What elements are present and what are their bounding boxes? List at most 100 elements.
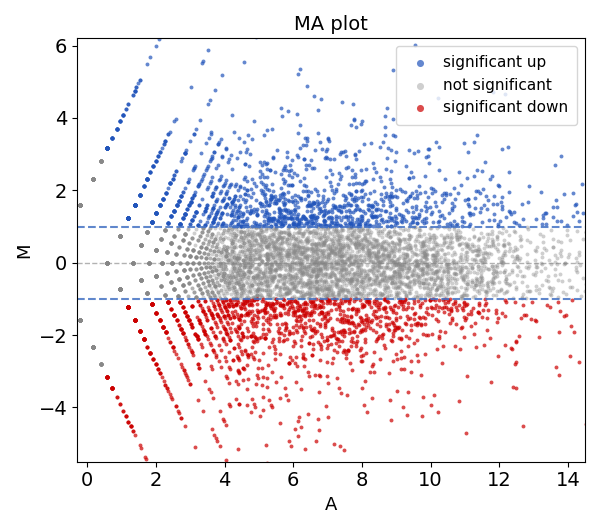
not significant bbox=[277, 241, 286, 249]
not significant bbox=[262, 264, 272, 272]
not significant bbox=[227, 278, 237, 286]
not significant bbox=[583, 287, 593, 296]
not significant bbox=[430, 238, 440, 246]
not significant bbox=[48, 259, 58, 267]
not significant bbox=[181, 230, 190, 239]
significant down bbox=[400, 353, 409, 361]
not significant bbox=[409, 275, 419, 284]
not significant bbox=[245, 237, 254, 245]
not significant bbox=[48, 259, 58, 267]
not significant bbox=[238, 272, 248, 280]
not significant bbox=[268, 262, 277, 271]
significant down bbox=[239, 317, 249, 325]
significant down bbox=[124, 303, 133, 311]
not significant bbox=[376, 271, 386, 279]
not significant bbox=[239, 267, 248, 276]
not significant bbox=[76, 201, 85, 209]
not significant bbox=[76, 201, 85, 209]
not significant bbox=[236, 284, 246, 293]
not significant bbox=[239, 239, 248, 247]
significant up bbox=[184, 201, 194, 209]
significant up bbox=[124, 214, 133, 223]
significant down bbox=[329, 331, 338, 340]
not significant bbox=[203, 277, 212, 285]
not significant bbox=[256, 241, 266, 250]
not significant bbox=[262, 260, 271, 268]
not significant bbox=[412, 245, 421, 253]
not significant bbox=[486, 249, 496, 258]
not significant bbox=[325, 243, 334, 252]
significant up bbox=[316, 207, 326, 215]
not significant bbox=[398, 226, 408, 234]
not significant bbox=[218, 272, 227, 280]
not significant bbox=[48, 259, 58, 267]
not significant bbox=[430, 242, 439, 251]
not significant bbox=[88, 175, 98, 183]
significant up bbox=[135, 190, 145, 199]
significant up bbox=[155, 148, 164, 156]
not significant bbox=[374, 278, 383, 287]
not significant bbox=[232, 253, 242, 262]
not significant bbox=[302, 280, 311, 288]
significant up bbox=[178, 188, 188, 196]
not significant bbox=[282, 260, 292, 269]
not significant bbox=[182, 244, 191, 253]
not significant bbox=[216, 276, 226, 285]
significant down bbox=[401, 332, 410, 341]
significant up bbox=[167, 212, 176, 221]
significant up bbox=[401, 162, 411, 170]
significant up bbox=[404, 174, 414, 183]
not significant bbox=[369, 248, 379, 257]
not significant bbox=[210, 282, 220, 290]
significant up bbox=[210, 213, 220, 221]
significant down bbox=[180, 333, 190, 341]
not significant bbox=[395, 243, 404, 252]
significant up bbox=[275, 190, 284, 199]
not significant bbox=[235, 253, 244, 262]
not significant bbox=[241, 263, 250, 271]
not significant bbox=[185, 252, 195, 260]
significant up bbox=[274, 208, 284, 216]
significant down bbox=[445, 320, 455, 328]
significant up bbox=[285, 208, 295, 216]
significant down bbox=[136, 444, 146, 452]
not significant bbox=[259, 235, 269, 244]
not significant bbox=[217, 269, 226, 277]
not significant bbox=[203, 290, 213, 298]
not significant bbox=[249, 246, 259, 254]
not significant bbox=[88, 342, 98, 351]
not significant bbox=[157, 259, 167, 267]
not significant bbox=[330, 270, 340, 279]
not significant bbox=[201, 244, 211, 253]
not significant bbox=[294, 243, 304, 252]
significant down bbox=[406, 326, 416, 334]
not significant bbox=[307, 251, 317, 259]
significant down bbox=[236, 320, 246, 329]
significant down bbox=[343, 345, 353, 354]
not significant bbox=[166, 278, 176, 286]
not significant bbox=[173, 291, 182, 300]
significant up bbox=[152, 208, 161, 217]
not significant bbox=[447, 251, 457, 259]
not significant bbox=[363, 245, 373, 254]
significant down bbox=[155, 316, 164, 324]
significant up bbox=[345, 212, 355, 220]
significant down bbox=[249, 338, 259, 346]
not significant bbox=[374, 277, 384, 285]
significant up bbox=[204, 133, 214, 142]
significant up bbox=[103, 144, 112, 152]
not significant bbox=[211, 266, 221, 275]
significant up bbox=[276, 217, 286, 226]
significant down bbox=[228, 302, 238, 310]
significant down bbox=[201, 351, 211, 360]
not significant bbox=[128, 259, 137, 267]
significant down bbox=[323, 316, 332, 324]
significant up bbox=[447, 221, 457, 229]
not significant bbox=[156, 235, 166, 243]
significant down bbox=[429, 390, 439, 399]
not significant bbox=[389, 267, 399, 275]
not significant bbox=[375, 282, 385, 290]
not significant bbox=[314, 240, 323, 249]
significant down bbox=[284, 359, 294, 367]
significant down bbox=[233, 353, 243, 362]
